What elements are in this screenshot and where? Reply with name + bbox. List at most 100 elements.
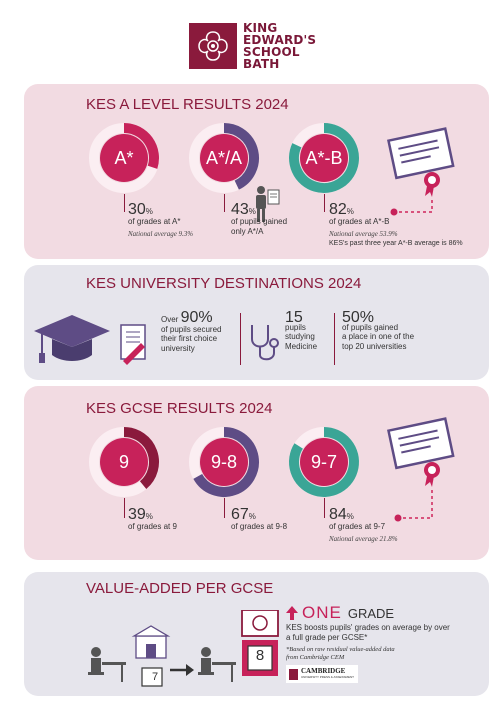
donut-label: A*/A [205, 147, 243, 168]
stat-desc: of grades at 9 [128, 522, 177, 531]
donut-label: 9-7 [310, 451, 337, 472]
stat-line: of pupils secured [161, 324, 222, 334]
stat-desc: of grades at 9-7 [329, 522, 386, 531]
donut-center [300, 134, 348, 182]
stat-desc: of pupils gained [231, 217, 288, 226]
cambridge-logo: CAMBRIDGE UNIVERSITY PRESS & ASSESSMENT [286, 665, 358, 683]
stat-value: 84 [329, 506, 347, 523]
donut-label: A*-B [305, 147, 343, 168]
one-grade-headline: ONE GRADE [286, 603, 394, 623]
gcse-9-stat: 39% of grades at 9 [128, 507, 177, 532]
stat-note: National average 53.9% [329, 230, 398, 238]
stat-value: 43 [231, 201, 249, 218]
a-level-title: KES A LEVEL RESULTS 2024 [86, 96, 289, 113]
grade-label: GRADE [347, 605, 395, 621]
divider-line [324, 498, 325, 518]
donut-arc [193, 427, 259, 497]
donut-gcse-9-8: 9-8 [188, 426, 260, 498]
stat-line: of pupils gained [342, 322, 399, 332]
stat-unit: % [346, 207, 354, 216]
a-star-b-stat: 82% of grades at A*-B National average 5… [329, 202, 463, 249]
donut-arc [123, 123, 159, 169]
stat-line: a place in one of the [342, 332, 415, 341]
text-line: KES boosts pupils' grades on average by … [286, 623, 450, 632]
value-added-illustration [88, 610, 279, 687]
stat-unit: % [346, 512, 354, 521]
divider-line [224, 194, 225, 212]
donut-label: 9 [118, 451, 129, 472]
stat-value: 82 [329, 201, 347, 218]
gcse-9-8-stat: 67% of grades at 9-8 [231, 507, 288, 532]
stat-prefix: Over [161, 315, 181, 324]
donut-center [300, 438, 348, 486]
divider-line [240, 313, 241, 365]
stat-line: university [161, 343, 195, 353]
logo-line: BATH [243, 57, 280, 71]
stat-value: 15 [285, 309, 303, 326]
gcse-title: KES GCSE RESULTS 2024 [86, 400, 273, 417]
certificate-icon [387, 417, 455, 522]
donut-center [100, 134, 148, 182]
stat-line: pupils [285, 322, 306, 332]
university-panel: KES UNIVERSITY DESTINATIONS 2024 Over 90… [24, 265, 489, 380]
one-label: ONE [302, 603, 342, 622]
graduation-cap-icon [34, 315, 110, 363]
first-choice-stat: Over 90% of pupils secured their first c… [161, 310, 222, 353]
logo-line: SCHOOL [243, 45, 300, 59]
divider-line [324, 194, 325, 212]
value-added-panel: VALUE-ADDED PER GCSE 7 8 O [24, 572, 489, 696]
rose-crest-icon [189, 23, 237, 69]
medicine-stat: 15 pupils studying Medicine [285, 309, 318, 351]
pupil-certificate-icon [256, 186, 280, 222]
note-line: *Based on raw residual value-added data [286, 646, 395, 653]
university-title: KES UNIVERSITY DESTINATIONS 2024 [86, 275, 362, 292]
stat-desc: only A*/A [231, 227, 264, 236]
donut-center [200, 134, 248, 182]
stat-line: top 20 universities [342, 341, 407, 351]
donut-a-star: A* [88, 122, 160, 194]
stat-desc: of grades at 9-8 [231, 522, 288, 531]
stat-note: National average 21.8% [329, 535, 398, 543]
cambridge-sub: UNIVERSITY PRESS & ASSESSMENT [301, 675, 354, 679]
donut-gcse-9: 9 [88, 426, 160, 498]
donut-label: A* [114, 147, 134, 168]
document-pencil-icon [120, 324, 146, 365]
divider-line [334, 313, 335, 365]
top-20-stat: 50% of pupils gained a place in one of t… [342, 310, 415, 351]
cambridge-name: CAMBRIDGE [301, 667, 346, 675]
stat-line: their first choice [161, 334, 218, 343]
stat-line: Medicine [285, 341, 318, 351]
value-added-note: *Based on raw residual value-added data … [286, 646, 395, 662]
stethoscope-icon [251, 325, 279, 361]
stat-unit: % [145, 207, 153, 216]
stat-value: 39 [128, 506, 146, 523]
donut-arc [289, 427, 359, 497]
certificate-icon [387, 127, 455, 216]
donut-gcse-9-7: 9-7 [288, 426, 360, 498]
stat-value: 30 [128, 201, 146, 218]
logo-line: KING [243, 21, 278, 35]
grade-after: 8 [255, 647, 265, 664]
divider-line [124, 498, 125, 518]
stat-unit: % [248, 207, 256, 216]
divider-line [124, 194, 125, 212]
stat-unit: % [145, 512, 153, 521]
logo-text: KING EDWARD'S SCHOOL BATH [243, 22, 316, 70]
school-logo: KING EDWARD'S SCHOOL BATH [189, 22, 316, 70]
gcse-panel: KES GCSE RESULTS 2024 9 9-8 9-7 39% of g… [24, 386, 489, 560]
a-star-a-stat: 43% of pupils gained only A*/A [231, 202, 288, 237]
donut-center [100, 438, 148, 486]
stat-note: National average 9.3% [128, 230, 194, 238]
grade-before: 7 [151, 671, 159, 683]
stat-desc: of grades at A*-B [329, 217, 390, 226]
gcse-9-7-stat: 84% of grades at 9-7 National average 21… [329, 507, 398, 544]
stat-line: studying [285, 332, 315, 341]
donut-a-star-b: A*-B [288, 122, 360, 194]
stat-extra: KES's past three year A*-B average is 86… [329, 240, 463, 247]
value-added-title: VALUE-ADDED PER GCSE [86, 580, 274, 597]
donut-label: 9-8 [210, 451, 237, 472]
donut-arc [223, 123, 259, 190]
value-added-text: KES boosts pupils' grades on average by … [286, 623, 450, 643]
donut-center [200, 438, 248, 486]
arrow-up-icon [286, 606, 298, 620]
